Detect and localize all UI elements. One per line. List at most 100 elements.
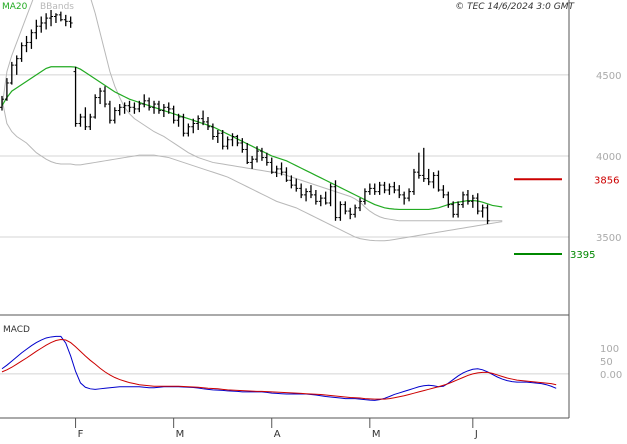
macd-line <box>1 335 557 401</box>
ohlc-bar <box>407 188 412 202</box>
ohlc-bar <box>323 191 328 205</box>
ohlc-bar <box>205 117 210 130</box>
ohlc-bar <box>181 113 186 137</box>
ohlc-bar <box>107 100 112 124</box>
x-tick-label: J <box>474 429 478 440</box>
ohlc-bar <box>112 107 117 124</box>
ohlc-bar <box>294 178 299 192</box>
price-y-tick-label: 4000 <box>596 152 621 163</box>
ohlc-bar <box>259 147 264 161</box>
support-level-label: 3395 <box>570 250 595 261</box>
ohlc-bar <box>127 100 132 113</box>
ma20-line <box>1 66 503 211</box>
ohlc-bar <box>137 100 142 113</box>
ohlc-bar <box>220 130 225 150</box>
ohlc-bar <box>44 13 49 30</box>
ohlc-bar <box>73 66 78 127</box>
ohlc-bar <box>470 194 475 208</box>
ohlc-bar <box>269 157 274 174</box>
x-tick-label: A <box>274 429 281 440</box>
ma20-series <box>1 66 503 211</box>
ohlc-bar <box>19 42 24 62</box>
ohlc-bar <box>156 100 161 114</box>
ohlc-bar <box>421 147 426 182</box>
ohlc-bar <box>333 180 338 221</box>
macd-y-tick-label: 0.00 <box>600 370 622 381</box>
ohlc-bar <box>274 165 279 178</box>
legend-bbands: BBands <box>40 2 74 12</box>
ohlc-bar <box>367 183 372 195</box>
ohlc-bar <box>387 183 392 195</box>
ohlc-bar <box>117 104 122 116</box>
ohlc-bar <box>461 191 466 208</box>
x-tick-label: M <box>372 429 381 440</box>
ohlc-bar <box>372 183 377 195</box>
ohlc-bar <box>358 198 363 212</box>
price-gridlines <box>0 74 569 238</box>
ohlc-bar <box>446 191 451 208</box>
price-y-tick-label: 4500 <box>596 71 621 82</box>
macd-y-tick-labels: 100 50 0.00 <box>600 344 622 381</box>
ohlc-bar <box>377 181 382 195</box>
ohlc-bar <box>196 115 201 130</box>
legend-ma20: MA20 <box>2 2 28 12</box>
x-tick-label: F <box>78 429 84 440</box>
ohlc-bar <box>142 94 147 108</box>
ohlc-bar <box>431 172 436 189</box>
ohlc-bar <box>402 191 407 205</box>
ohlc-bar <box>0 95 4 111</box>
ohlc-bar <box>480 204 485 218</box>
signal-line <box>1 339 557 400</box>
ohlc-bars <box>0 10 490 225</box>
macd-y-tick-label: 50 <box>600 357 613 368</box>
ohlc-bar <box>49 10 54 27</box>
ohlc-bar <box>171 105 176 124</box>
ohlc-bar <box>353 204 358 218</box>
ohlc-bar <box>338 201 343 221</box>
ohlc-bar <box>9 61 14 85</box>
ohlc-bar <box>426 168 431 186</box>
ohlc-bar <box>284 167 289 182</box>
ohlc-bar <box>465 190 470 205</box>
ohlc-bar <box>63 14 68 27</box>
ohlc-bar <box>348 207 353 220</box>
copyright-text: © TEC 14/6/2024 3:0 GMT <box>455 2 575 12</box>
ohlc-bar <box>343 201 348 215</box>
ohlc-bar <box>78 113 83 127</box>
ohlc-bar <box>102 86 107 108</box>
ohlc-bar <box>147 97 152 111</box>
ohlc-bar <box>304 188 309 202</box>
ohlc-bar <box>485 204 490 225</box>
bband-lower-line <box>1 99 503 242</box>
ohlc-bar <box>392 181 397 194</box>
ohlc-bar <box>264 152 269 166</box>
ohlc-bar <box>152 100 157 114</box>
ohlc-bar <box>308 185 313 199</box>
price-y-tick-label: 3500 <box>596 233 621 244</box>
ohlc-bar <box>88 113 93 130</box>
ohlc-bar <box>313 190 318 205</box>
ohlc-bar <box>58 11 63 22</box>
ohlc-bar <box>451 201 456 218</box>
ohlc-bar <box>24 35 29 53</box>
ohlc-bar <box>245 142 250 165</box>
ohlc-bar <box>362 188 367 205</box>
x-tick-label: M <box>176 429 185 440</box>
macd-series-lines <box>1 335 557 401</box>
ohlc-bar <box>250 155 255 169</box>
ohlc-bar <box>225 136 230 150</box>
ohlc-bar <box>382 181 387 194</box>
ohlc-bar <box>279 162 284 176</box>
ohlc-bar <box>186 123 191 137</box>
ohlc-bar <box>39 16 44 33</box>
ohlc-bar <box>98 87 103 105</box>
ohlc-bar <box>475 193 480 215</box>
ohlc-bar <box>416 152 421 179</box>
ohlc-bar <box>397 185 402 199</box>
ohlc-bar <box>230 133 235 147</box>
macd-y-tick-label: 100 <box>600 344 619 355</box>
ohlc-bar <box>161 104 166 118</box>
ohlc-bar <box>68 16 73 28</box>
ohlc-bar <box>215 130 220 143</box>
